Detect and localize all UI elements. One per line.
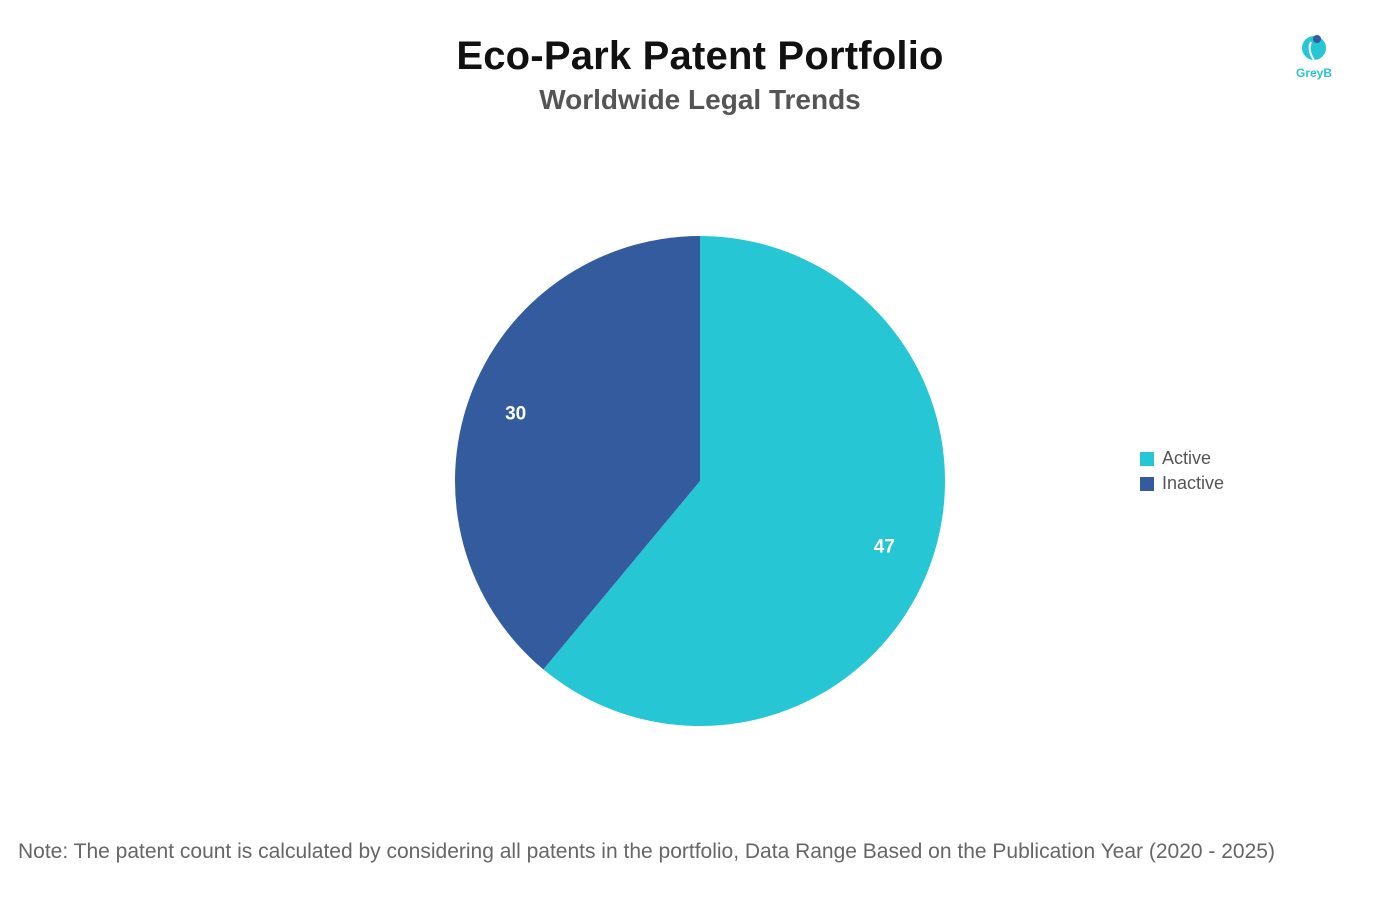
legend-swatch-active: [1140, 451, 1154, 466]
legend-item-active[interactable]: Active: [1140, 446, 1224, 471]
legend-item-inactive[interactable]: Inactive: [1140, 471, 1224, 496]
pie-slice-active[interactable]: [543, 236, 946, 726]
data-label-active: 47: [874, 537, 895, 558]
legend-label-active: Active: [1162, 448, 1212, 468]
greyb-logo: GreyB: [1288, 30, 1340, 84]
legend-swatch-inactive: [1140, 476, 1154, 491]
pie-labels: 47 30: [505, 403, 895, 557]
pie-slices: [455, 235, 946, 726]
legend-label-inactive: Inactive: [1162, 473, 1225, 493]
greyb-logo-icon: [1302, 35, 1326, 61]
chart-subtitle: Worldwide Legal Trends: [539, 84, 861, 115]
data-label-inactive: 30: [505, 403, 526, 424]
chart-legend: Active Inactive: [1140, 446, 1224, 496]
footnote: Note: The patent count is calculated by …: [18, 840, 1275, 863]
pie-slice-inactive[interactable]: [455, 235, 700, 670]
chart-title: Eco-Park Patent Portfolio: [456, 34, 944, 78]
logo-text: GreyB: [1295, 66, 1333, 80]
